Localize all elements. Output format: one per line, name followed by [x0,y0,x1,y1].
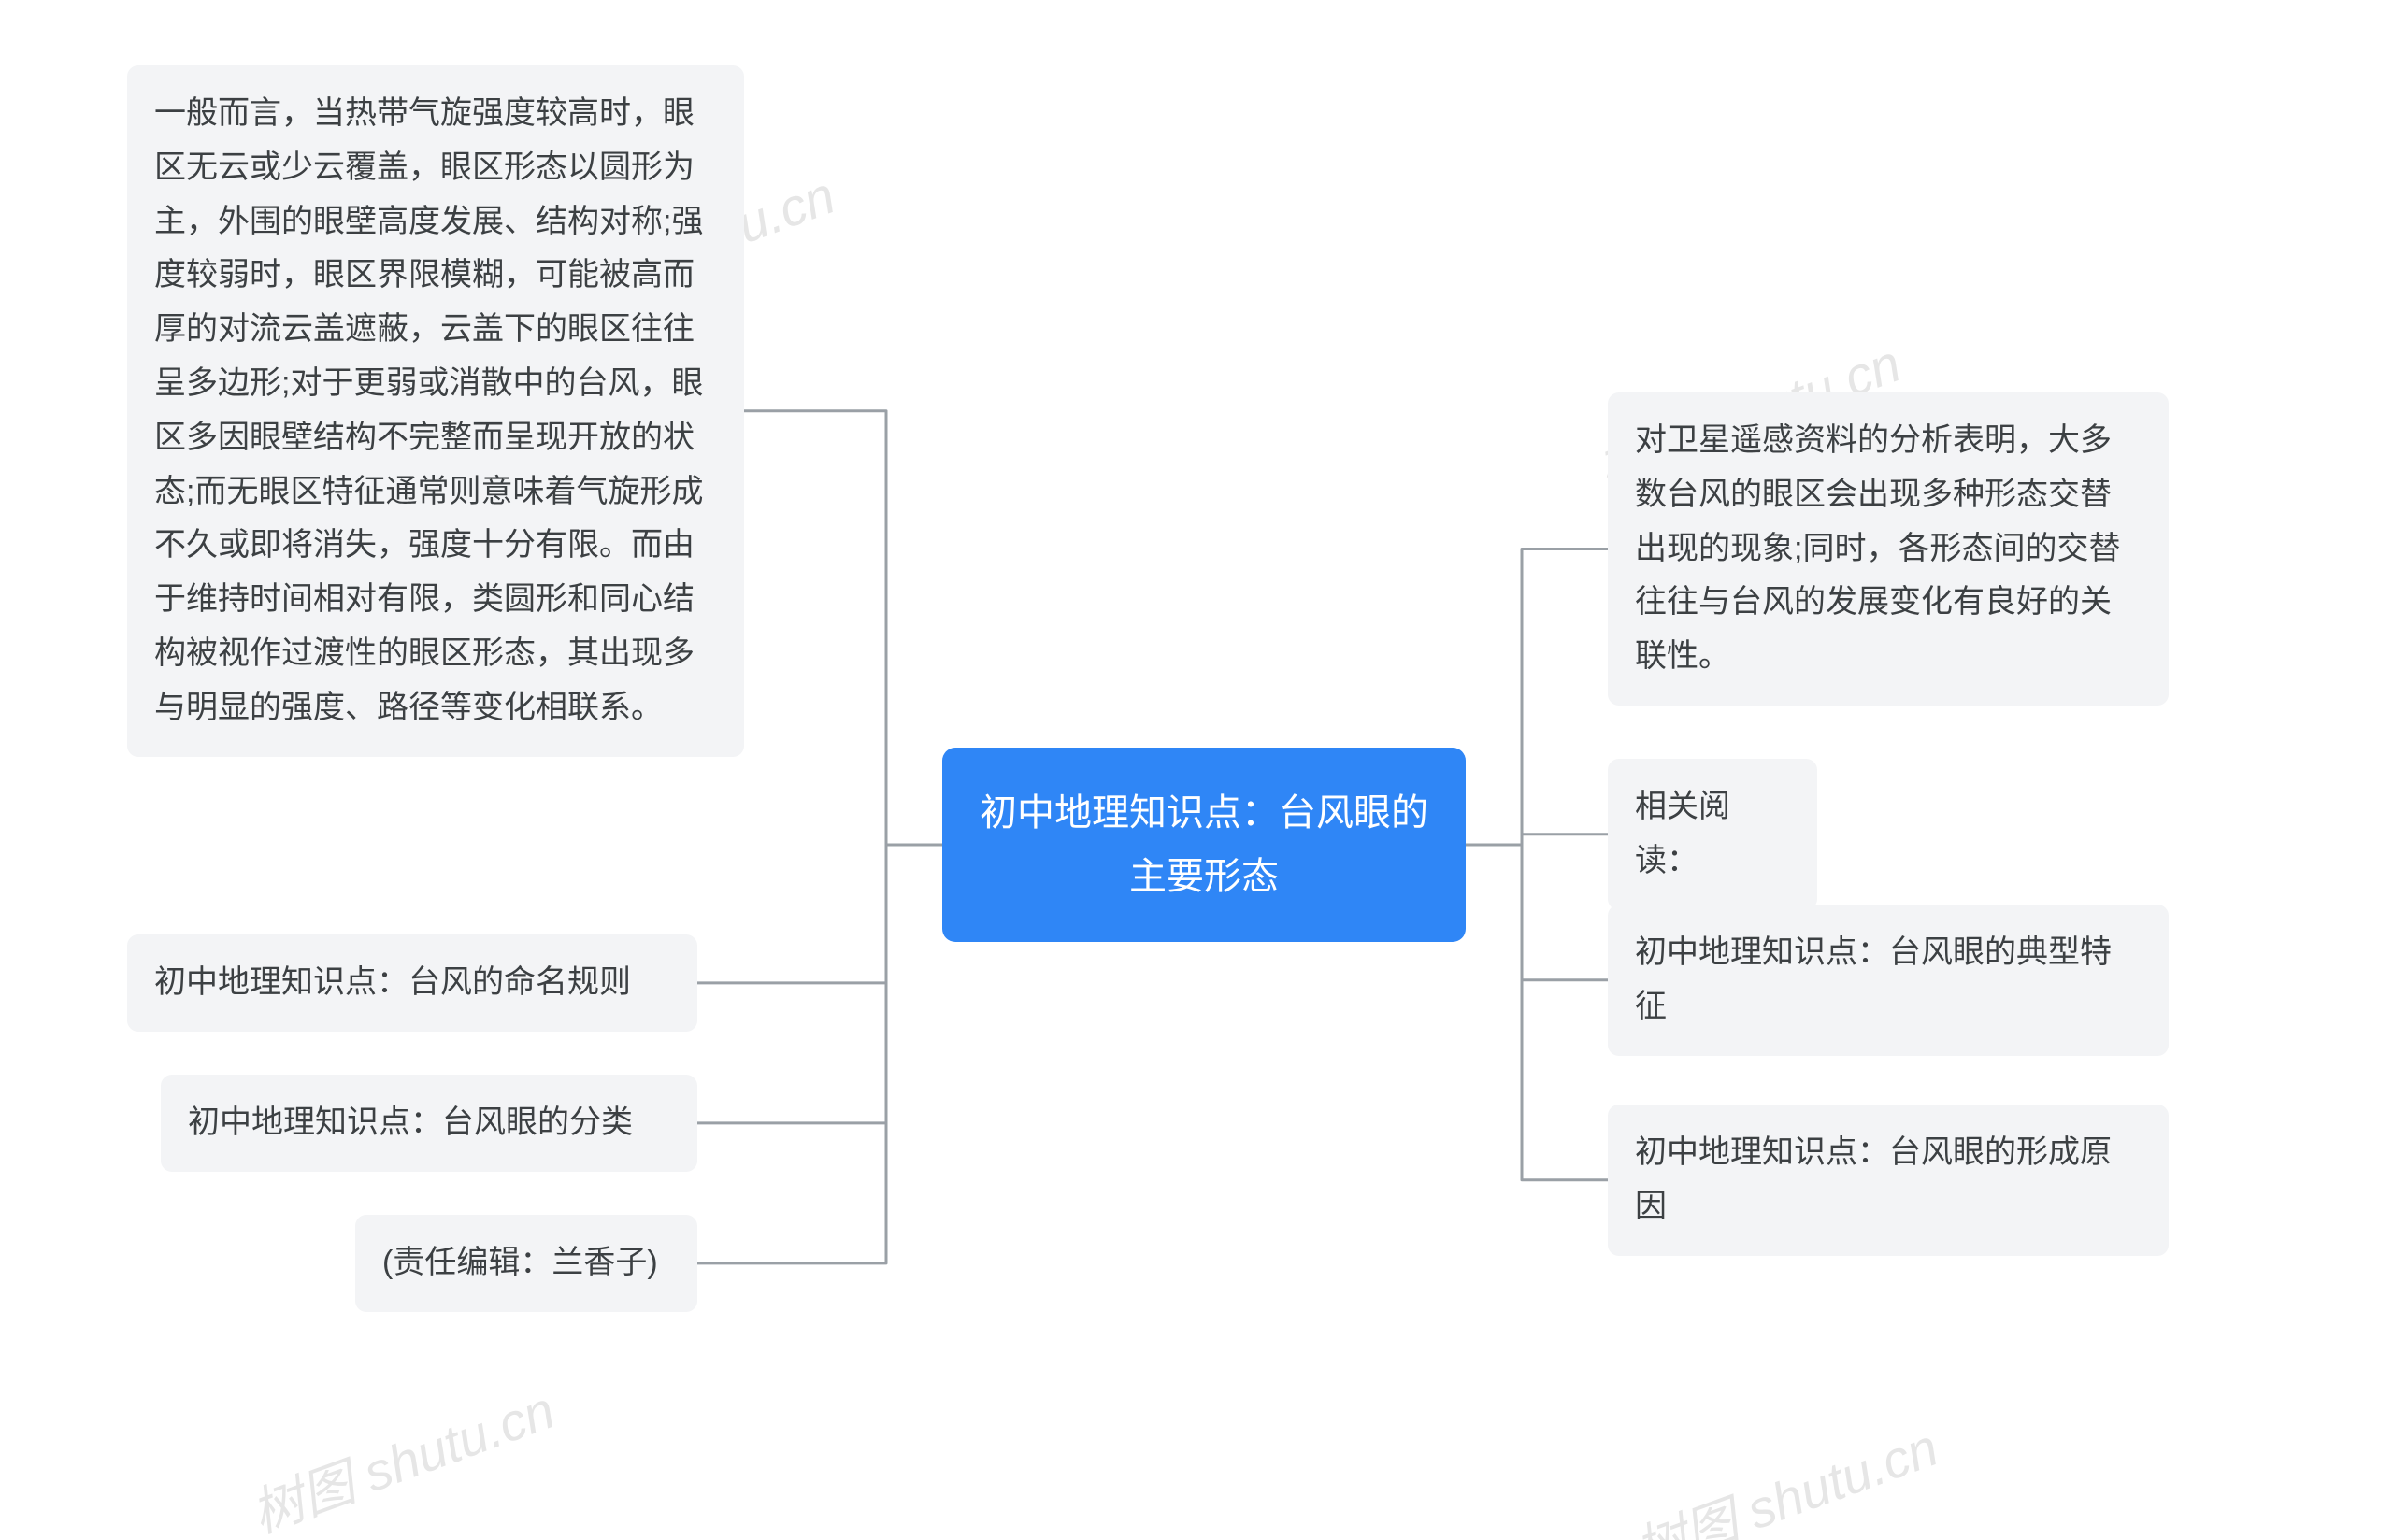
right-node-1[interactable]: 对卫星遥感资料的分析表明，大多数台风的眼区会出现多种形态交替出现的现象;同时，各… [1608,392,2169,706]
watermark: 树图 shutu.cn [1623,1405,1947,1540]
right-node-4[interactable]: 初中地理知识点：台风眼的形成原因 [1608,1105,2169,1256]
left-node-3[interactable]: 初中地理知识点：台风眼的分类 [161,1075,697,1172]
right-node-3[interactable]: 初中地理知识点：台风眼的典型特征 [1608,905,2169,1056]
center-node[interactable]: 初中地理知识点：台风眼的主要形态 [942,748,1466,942]
left-node-1[interactable]: 一般而言，当热带气旋强度较高时，眼区无云或少云覆盖，眼区形态以圆形为主，外围的眼… [127,65,744,757]
watermark: 树图 shutu.cn [239,1368,564,1540]
right-node-2[interactable]: 相关阅读： [1608,759,1817,910]
left-node-4[interactable]: (责任编辑：兰香子) [355,1215,697,1312]
mindmap-canvas: 树图 shutu.cn 树图 shutu.cn 树图 shutu.cn 树图 s… [0,0,2393,1540]
left-node-2[interactable]: 初中地理知识点：台风的命名规则 [127,934,697,1032]
